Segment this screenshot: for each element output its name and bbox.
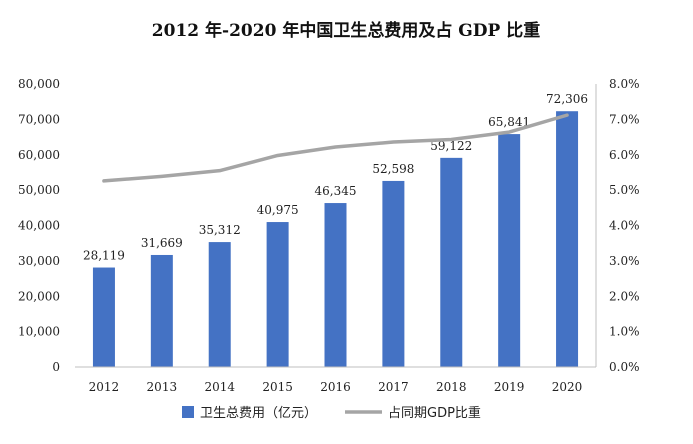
right-y-tick-label: 8.0% — [609, 77, 640, 91]
bar-series — [92, 111, 579, 367]
legend-label-bar: 卫生总费用（亿元） — [200, 406, 317, 421]
left-y-tick-label: 80,000 — [18, 77, 60, 91]
bar-value-labels: 28,119 31,669 35,312 40,975 46,345 52,598 59,1… — [83, 92, 588, 262]
x-tick-label: 2014 — [204, 380, 235, 394]
bar — [266, 222, 289, 367]
gdp-share-line — [102, 113, 569, 183]
left-y-tick-label: 30,000 — [18, 254, 60, 268]
bar — [440, 157, 463, 367]
right-y-tick-label: 7.0% — [609, 112, 640, 126]
bar — [208, 242, 231, 367]
left-y-axis: 0 10,000 20,000 30,000 40,000 50,000 60,000 70,… — [18, 77, 60, 374]
x-axis: 2012 2013 2014 2015 2016 2017 2018 2019 2020 — [75, 366, 596, 394]
right-y-tick-label: 6.0% — [609, 148, 640, 162]
x-tick-label: 2012 — [89, 380, 120, 394]
x-tick-label: 2015 — [262, 380, 293, 394]
bar — [324, 203, 347, 367]
bar-value-label: 31,669 — [141, 236, 183, 250]
left-y-tick-label: 0 — [52, 360, 60, 374]
right-y-tick-label: 0.0% — [609, 360, 640, 374]
bar-value-label: 65,841 — [488, 115, 530, 129]
bar — [92, 267, 115, 367]
bar — [556, 111, 579, 367]
bar-value-label: 59,122 — [430, 139, 472, 153]
bar — [150, 254, 173, 367]
bar-value-label: 52,598 — [372, 162, 414, 176]
left-y-tick-label: 60,000 — [18, 148, 60, 162]
x-tick-label: 2018 — [436, 380, 467, 394]
left-y-tick-label: 70,000 — [18, 112, 60, 126]
right-y-tick-label: 4.0% — [609, 219, 640, 233]
legend-label-line: 占同期GDP比重 — [388, 405, 481, 421]
x-tick-label: 2013 — [147, 380, 178, 394]
right-y-tick-label: 3.0% — [609, 254, 640, 268]
x-tick-label: 2019 — [494, 380, 525, 394]
bar-value-label: 40,975 — [257, 203, 299, 217]
legend-swatch-bar — [182, 406, 194, 418]
bar-value-label: 72,306 — [546, 92, 588, 106]
right-y-tick-label: 2.0% — [609, 289, 640, 303]
right-y-tick-label: 5.0% — [609, 183, 640, 197]
bar-value-label: 35,312 — [199, 223, 241, 237]
bar — [498, 134, 521, 367]
left-y-tick-label: 50,000 — [18, 183, 60, 197]
left-y-tick-label: 40,000 — [18, 219, 60, 233]
right-y-axis: 0.0% 1.0% 2.0% 3.0% 4.0% 5.0% 6.0% 7.0% 8.0% — [595, 77, 640, 374]
bar-value-label: 46,345 — [315, 184, 357, 198]
left-y-tick-label: 10,000 — [18, 325, 60, 339]
right-y-tick-label: 1.0% — [609, 325, 640, 339]
left-y-tick-label: 20,000 — [18, 289, 60, 303]
x-tick-label: 2016 — [320, 380, 351, 394]
x-tick-label: 2017 — [378, 380, 409, 394]
bar-value-label: 28,119 — [83, 249, 125, 263]
line-series — [102, 113, 569, 183]
chart-title: 2012 年-2020 年中国卫生总费用及占 GDP 比重 — [152, 20, 540, 41]
x-tick-label: 2020 — [552, 380, 583, 394]
legend: 卫生总费用（亿元） 占同期GDP比重 — [182, 405, 481, 421]
bar — [382, 180, 405, 367]
